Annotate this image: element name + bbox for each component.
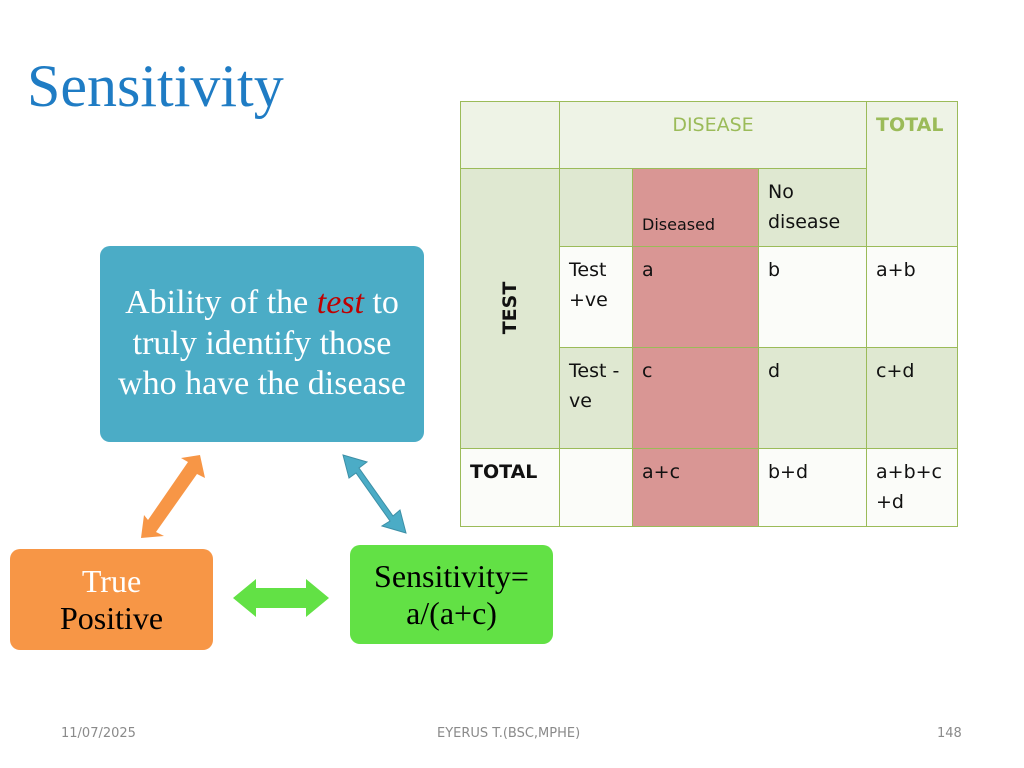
orange-double-arrow <box>141 455 205 538</box>
test-positive-label: Test +ve <box>559 245 633 348</box>
cell-c-plus-d: c+d <box>866 346 959 449</box>
cell-c: c <box>632 346 759 449</box>
true-label: True <box>81 562 142 599</box>
green-double-arrow <box>233 579 329 617</box>
slide-title: Sensitivity <box>27 53 284 119</box>
disease-header: DISEASE <box>558 101 868 169</box>
cell-d: d <box>757 346 868 449</box>
no-disease-header: No disease <box>757 168 868 247</box>
test-word: test <box>316 283 364 321</box>
sensitivity-box: Sensitivity= a/(a+c) <box>350 545 553 644</box>
footer-page-number: 148 <box>937 726 962 741</box>
footer-author: EYERUS T.(BSC,MPHE) <box>437 726 581 741</box>
cell-b-plus-d: b+d <box>757 447 868 527</box>
table-corner-cell <box>460 101 560 169</box>
positive-label: Positive <box>59 599 164 636</box>
total-row-label: TOTAL <box>460 447 560 527</box>
ability-text: Ability of the test to truly identify th… <box>118 283 406 403</box>
table-blank-cell <box>559 168 633 247</box>
footer-date: 11/07/2025 <box>61 726 136 741</box>
test-negative-label: Test -ve <box>559 346 633 449</box>
true-positive-box: True Positive <box>10 549 213 650</box>
blue-double-arrow <box>342 454 407 534</box>
ability-box: Ability of the test to truly identify th… <box>100 246 424 442</box>
sensitivity-formula: a/(a+c) <box>406 594 497 631</box>
cell-a-plus-c: a+c <box>632 447 759 527</box>
cell-a-plus-b: a+b <box>866 245 959 348</box>
total-header: TOTAL <box>866 101 959 247</box>
cell-a: a <box>632 245 759 348</box>
test-row-header: TEST <box>460 168 560 449</box>
cell-b: b <box>757 245 868 348</box>
cell-grand-total: a+b+c +d <box>866 447 959 527</box>
contingency-table: DISEASE TOTAL TEST Diseased No disease T… <box>460 101 959 527</box>
sensitivity-label: Sensitivity= <box>374 557 529 594</box>
